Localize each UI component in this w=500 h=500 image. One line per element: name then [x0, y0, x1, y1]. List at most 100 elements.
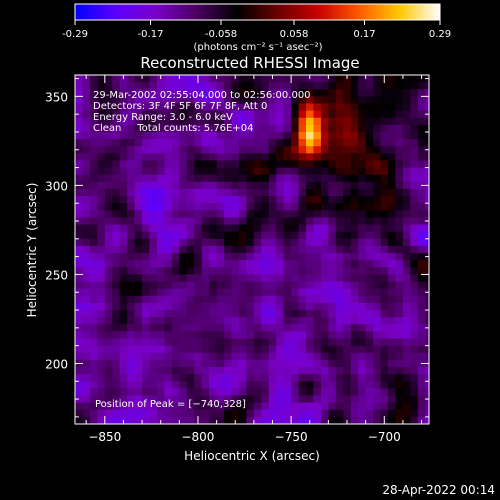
heatmap-cell: [119, 82, 128, 90]
heatmap-cell: [335, 416, 344, 424]
heatmap-cell: [142, 245, 151, 254]
heatmap-cell: [268, 374, 277, 382]
heatmap-cell: [104, 317, 113, 325]
heatmap-cell: [320, 174, 329, 183]
heatmap-cell: [253, 388, 262, 397]
heatmap-cell: [410, 231, 419, 240]
heatmap-cell: [350, 331, 359, 340]
heatmap-cell: [335, 210, 344, 219]
heatmap-cell: [380, 324, 389, 333]
heatmap-cell: [328, 381, 337, 389]
heatmap-cell: [276, 203, 285, 211]
heatmap-cell: [112, 96, 121, 105]
colorbar-tick-label: 0.29: [429, 29, 451, 40]
heatmap-cell: [395, 153, 404, 162]
heatmap-cell: [82, 153, 91, 162]
heatmap-cell: [320, 89, 329, 97]
heatmap-cell: [283, 295, 292, 304]
heatmap-cell: [104, 260, 113, 268]
heatmap-cell: [350, 267, 359, 276]
heatmap-cell: [373, 416, 382, 424]
heatmap-cell: [104, 231, 113, 240]
heatmap-cell: [328, 274, 337, 283]
heatmap-cell: [186, 245, 195, 254]
heatmap-cell: [268, 167, 277, 176]
heatmap-cell: [253, 167, 262, 176]
heatmap-cell: [320, 131, 329, 140]
heatmap-cell: [313, 409, 322, 418]
heatmap-cell: [343, 245, 352, 254]
heatmap-cell: [328, 103, 337, 112]
heatmap-cell: [134, 281, 143, 290]
heatmap-cell: [127, 124, 136, 133]
heatmap-cell: [224, 374, 233, 382]
heatmap-cell: [156, 324, 166, 333]
heatmap-cell: [306, 117, 315, 126]
heatmap-cell: [343, 217, 352, 226]
heatmap-cell: [268, 281, 277, 290]
heatmap-cell: [186, 89, 195, 97]
heatmap-cell: [395, 210, 404, 219]
heatmap-cell: [313, 274, 322, 283]
heatmap-cell: [97, 317, 106, 325]
heatmap-cell: [388, 153, 397, 162]
heatmap-cell: [320, 409, 329, 418]
heatmap-cell: [164, 160, 173, 169]
heatmap-cell: [127, 260, 136, 268]
heatmap-cell: [231, 160, 240, 169]
heatmap-cell: [112, 331, 121, 340]
heatmap-cell: [283, 260, 292, 268]
heatmap-cell: [388, 302, 397, 311]
heatmap-cell: [395, 359, 404, 368]
heatmap-cell: [388, 253, 397, 261]
heatmap-cell: [149, 331, 158, 340]
y-tick-label: 200: [45, 357, 68, 371]
heatmap-cell: [402, 260, 411, 268]
heatmap-cell: [313, 181, 322, 190]
heatmap-cell: [320, 310, 329, 318]
heatmap-cell: [134, 345, 143, 354]
heatmap-cell: [395, 288, 404, 297]
heatmap-cell: [253, 331, 262, 340]
heatmap-cell: [343, 160, 352, 169]
heatmap-cell: [410, 310, 419, 318]
heatmap-cell: [209, 181, 218, 190]
heatmap-cell: [112, 267, 121, 276]
heatmap-cell: [134, 139, 143, 147]
heatmap-cell: [194, 203, 203, 211]
heatmap-cell: [238, 274, 248, 283]
heatmap-cell: [417, 395, 426, 404]
heatmap-cell: [417, 260, 426, 268]
heatmap-cell: [313, 395, 322, 404]
heatmap-cell: [328, 302, 337, 311]
heatmap-cell: [112, 409, 121, 418]
heatmap-cell: [350, 103, 359, 112]
heatmap-cell: [388, 388, 397, 397]
heatmap-cell: [320, 231, 329, 240]
heatmap-cell: [127, 117, 136, 126]
heatmap-cell: [238, 338, 248, 347]
heatmap-cell: [350, 146, 359, 154]
heatmap-cell: [194, 302, 203, 311]
heatmap-cell: [238, 203, 248, 211]
heatmap-cell: [380, 210, 389, 219]
heatmap-cell: [209, 317, 218, 325]
heatmap-cell: [261, 274, 270, 283]
heatmap-cell: [97, 196, 106, 204]
heatmap-cell: [335, 153, 344, 162]
heatmap-cell: [104, 359, 113, 368]
heatmap-cell: [112, 338, 121, 347]
heatmap-cell: [179, 367, 188, 375]
heatmap-cell: [134, 310, 143, 318]
heatmap-cell: [425, 117, 429, 126]
heatmap-cell: [261, 117, 270, 126]
heatmap-cell: [261, 238, 270, 247]
heatmap-cell: [104, 146, 113, 154]
heatmap-cell: [156, 110, 166, 119]
heatmap-cell: [142, 146, 151, 154]
heatmap-cell: [142, 153, 151, 162]
heatmap-cell: [134, 167, 143, 176]
heatmap-cell: [276, 367, 285, 375]
heatmap-cell: [201, 317, 210, 325]
heatmap-cell: [358, 253, 367, 261]
